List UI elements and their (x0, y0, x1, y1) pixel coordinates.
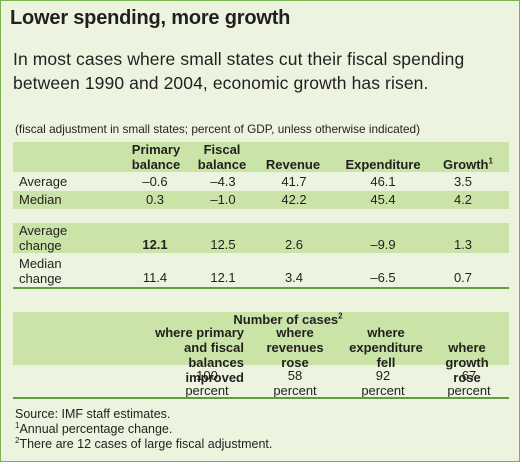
source-notes: Source: IMF staff estimates. 1Annual per… (15, 407, 272, 452)
cell: 0.3 (145, 192, 165, 207)
cell: 2.6 (284, 237, 304, 252)
header-growth-rose: where growth rose (445, 340, 489, 385)
header-growth: Growth1 (443, 156, 493, 172)
cell: 3.5 (453, 174, 473, 189)
cell: –9.9 (370, 237, 396, 252)
header-primary-balance: Primary balance (131, 142, 181, 172)
table-row: Average (13, 172, 509, 192)
header-fiscal-balance: Fiscal balance (197, 142, 247, 172)
header-revenues-rose: where revenues rose (266, 325, 324, 370)
cell: –4.3 (210, 174, 236, 189)
header-balances-improved: where primary and fiscal balances improv… (155, 325, 244, 385)
cell: 4.2 (453, 192, 473, 207)
cell: –0.6 (142, 174, 168, 189)
cell: 12.1 (210, 270, 236, 285)
cell: –1.0 (210, 192, 236, 207)
cell: 45.4 (370, 192, 396, 207)
cell: 46.1 (370, 174, 396, 189)
row-band (13, 191, 509, 209)
cell: 42.2 (281, 192, 307, 207)
chart-title: Lower spending, more growth (10, 7, 291, 29)
row-label: Average change (19, 223, 68, 253)
footnote-2: 2There are 12 cases of large fiscal adju… (15, 435, 273, 451)
cases-bottom-rule (13, 397, 509, 399)
row-label: Average (19, 174, 68, 189)
table1-header-band (13, 142, 509, 172)
header-expenditure: Expenditure (345, 157, 421, 172)
cases-value: 58 percent (273, 368, 317, 398)
row-band (13, 223, 509, 253)
cases-value: 92 percent (361, 368, 405, 398)
footnote-1: 1Annual percentage change. (15, 420, 173, 436)
table-note: (fiscal adjustment in small states; perc… (15, 122, 420, 136)
row-label: Median (19, 192, 62, 207)
source-line: Source: IMF staff estimates. (15, 407, 171, 421)
table1-bottom-rule (13, 287, 509, 289)
header-expenditure-fell: where expenditure fell (349, 325, 423, 370)
row-label: Median change (19, 256, 62, 286)
cases-value: 67 percent (447, 368, 491, 398)
cases-table: Number of cases2 where primary and fisca… (13, 312, 509, 399)
cell: 3.4 (284, 270, 304, 285)
cell: –6.5 (370, 270, 396, 285)
cell: 12.1 (142, 237, 168, 252)
cell: 1.3 (453, 237, 473, 252)
table-row: Median (13, 191, 509, 211)
chart-subtitle: In most cases where small states cut the… (13, 49, 465, 93)
cases-value: 100 percent (185, 368, 229, 398)
cell: 0.7 (453, 270, 473, 285)
header-revenue: Revenue (265, 157, 321, 172)
cases-title: Number of cases2 (233, 311, 343, 327)
cases-header-band (13, 312, 509, 365)
cell: 41.7 (281, 174, 307, 189)
cell: 12.5 (210, 237, 236, 252)
cell: 11.4 (142, 270, 168, 285)
